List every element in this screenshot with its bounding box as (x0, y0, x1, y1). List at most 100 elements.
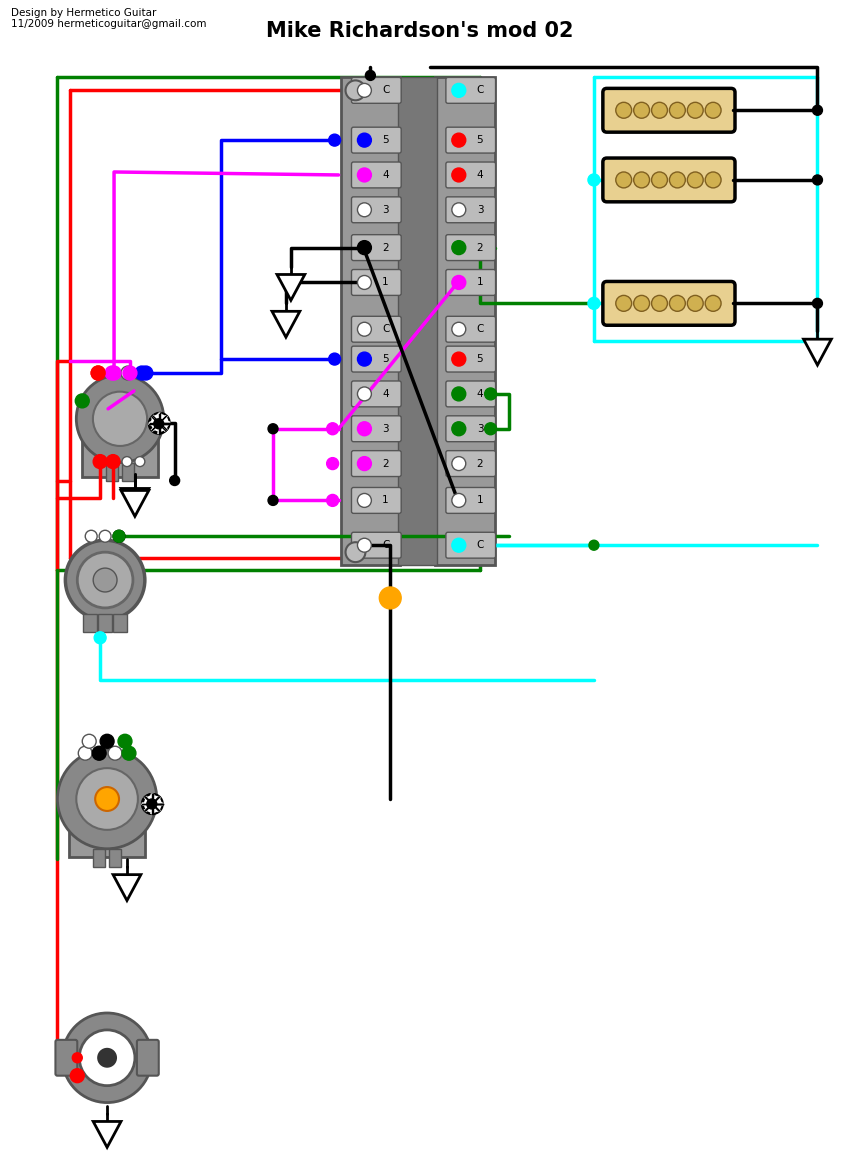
Circle shape (588, 298, 600, 309)
Text: C: C (476, 86, 484, 95)
Text: 3: 3 (382, 205, 389, 215)
Circle shape (124, 367, 136, 379)
Text: 4: 4 (476, 171, 483, 180)
Text: 5: 5 (382, 135, 389, 145)
FancyBboxPatch shape (351, 533, 401, 559)
FancyBboxPatch shape (446, 269, 495, 295)
Circle shape (651, 172, 668, 188)
Circle shape (76, 768, 138, 830)
Polygon shape (93, 1122, 121, 1148)
Text: 4: 4 (382, 389, 389, 399)
FancyBboxPatch shape (351, 127, 401, 153)
Polygon shape (804, 339, 831, 365)
Circle shape (357, 456, 371, 470)
Bar (122, 462, 134, 481)
Bar (83, 614, 97, 632)
Bar (113, 614, 127, 632)
FancyBboxPatch shape (446, 162, 495, 188)
FancyBboxPatch shape (351, 316, 401, 342)
Circle shape (588, 174, 600, 186)
Bar (69, 799, 145, 857)
Circle shape (139, 366, 153, 380)
Circle shape (97, 1048, 117, 1068)
Bar (399, 78, 437, 566)
Circle shape (452, 322, 465, 336)
Circle shape (589, 540, 599, 550)
Circle shape (651, 295, 668, 312)
Circle shape (452, 275, 465, 289)
Circle shape (345, 80, 365, 100)
Text: 11/2009 hermeticoguitar@gmail.com: 11/2009 hermeticoguitar@gmail.com (11, 19, 207, 28)
Text: 5: 5 (476, 354, 483, 365)
Circle shape (80, 1030, 135, 1085)
Circle shape (452, 83, 465, 98)
FancyBboxPatch shape (351, 346, 401, 372)
Circle shape (153, 419, 164, 429)
FancyBboxPatch shape (446, 235, 495, 261)
Circle shape (63, 1013, 152, 1103)
Text: C: C (476, 540, 484, 550)
FancyBboxPatch shape (56, 1040, 77, 1076)
Circle shape (357, 494, 371, 507)
FancyBboxPatch shape (446, 381, 495, 407)
Text: 4: 4 (382, 171, 389, 180)
Circle shape (616, 295, 632, 312)
Circle shape (357, 352, 371, 366)
Circle shape (452, 352, 465, 366)
Circle shape (452, 133, 465, 147)
Polygon shape (113, 875, 141, 901)
Circle shape (357, 275, 371, 289)
Circle shape (687, 172, 704, 188)
Text: 2: 2 (382, 459, 389, 468)
Circle shape (268, 423, 278, 434)
Circle shape (651, 102, 668, 119)
Text: C: C (382, 325, 390, 334)
Bar (109, 849, 121, 867)
Circle shape (143, 794, 163, 814)
Circle shape (99, 530, 111, 542)
Circle shape (616, 172, 632, 188)
Circle shape (94, 632, 106, 643)
Text: 2: 2 (476, 242, 483, 253)
FancyBboxPatch shape (446, 78, 495, 103)
Circle shape (357, 422, 371, 436)
Circle shape (75, 394, 89, 408)
Circle shape (78, 747, 93, 760)
Text: Mike Richardson's mod 02: Mike Richardson's mod 02 (267, 21, 574, 41)
FancyBboxPatch shape (351, 269, 401, 295)
Circle shape (118, 734, 132, 748)
Circle shape (147, 799, 157, 809)
Bar (93, 849, 105, 867)
Circle shape (357, 168, 371, 182)
Circle shape (327, 457, 339, 469)
Circle shape (82, 734, 96, 748)
FancyBboxPatch shape (446, 416, 495, 442)
Circle shape (705, 295, 721, 312)
FancyBboxPatch shape (351, 488, 401, 514)
Text: 1: 1 (382, 278, 389, 287)
Circle shape (365, 71, 375, 80)
Polygon shape (121, 490, 149, 516)
Circle shape (357, 387, 371, 401)
FancyBboxPatch shape (446, 127, 495, 153)
Circle shape (357, 202, 371, 216)
Circle shape (121, 366, 135, 380)
Circle shape (135, 456, 145, 467)
Text: 5: 5 (382, 354, 389, 365)
FancyBboxPatch shape (351, 381, 401, 407)
Circle shape (113, 530, 125, 542)
Circle shape (108, 747, 122, 760)
FancyBboxPatch shape (602, 158, 735, 202)
Circle shape (95, 787, 119, 811)
Circle shape (669, 172, 686, 188)
Circle shape (687, 295, 704, 312)
Circle shape (452, 202, 465, 216)
FancyBboxPatch shape (351, 416, 401, 442)
Circle shape (633, 295, 650, 312)
Circle shape (77, 553, 133, 608)
Circle shape (57, 749, 157, 849)
Text: 1: 1 (476, 278, 483, 287)
Circle shape (95, 456, 105, 467)
Circle shape (687, 102, 704, 119)
Circle shape (812, 175, 823, 185)
